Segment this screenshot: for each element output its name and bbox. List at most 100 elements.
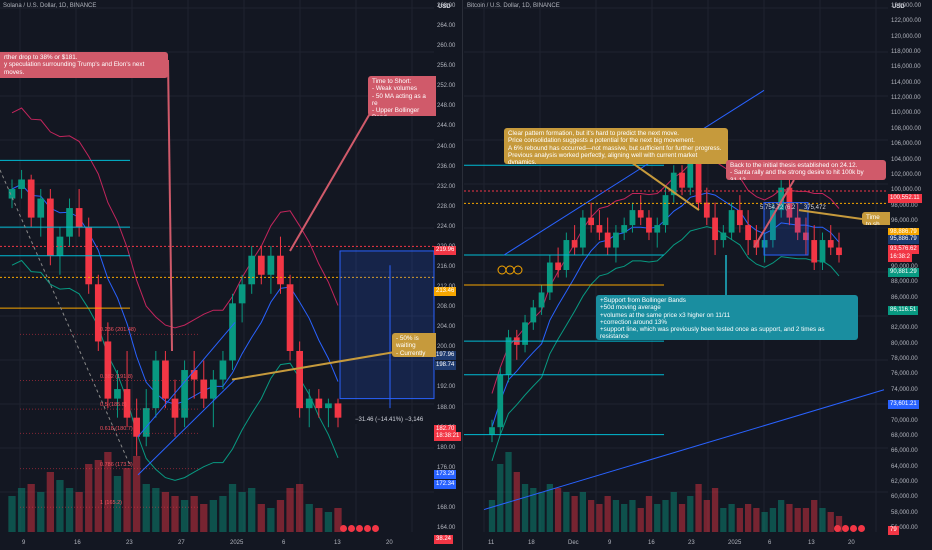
candle-body — [133, 417, 141, 437]
solana-event-icon[interactable] — [348, 525, 355, 532]
price-tick: 256.00 — [437, 63, 456, 70]
candle-body — [579, 217, 586, 248]
price-tick: 70,000.00 — [891, 417, 918, 424]
candle-body — [325, 403, 332, 409]
solana-event-icon[interactable] — [372, 525, 379, 532]
candle-body — [778, 187, 785, 211]
bitcoin-event-icon[interactable] — [858, 525, 865, 532]
note-pointer — [753, 179, 795, 249]
bitcoin-note-pattern[interactable]: Clear pattern formation, but it's hard t… — [504, 128, 728, 164]
fib-label: 0.382 (191.8) — [100, 373, 133, 380]
solana-chart-canvas[interactable] — [0, 0, 463, 550]
candle-body — [654, 225, 661, 233]
volume-bar — [334, 508, 342, 532]
volume-bar — [200, 504, 208, 532]
candle-body — [8, 189, 16, 199]
bitcoin-note-back[interactable]: Back to the initial thesis established o… — [726, 160, 886, 180]
volume-bar — [554, 488, 562, 532]
volume-bar — [190, 496, 198, 532]
bollinger-upper-line — [11, 107, 339, 329]
price-tick: 68,000.00 — [891, 432, 918, 439]
volume-bar — [563, 492, 570, 532]
price-tick: 96,000.00 — [891, 217, 918, 224]
volume-bar — [761, 512, 768, 532]
price-tick: 122,000.00 — [891, 18, 922, 25]
price-tag: 79 — [888, 526, 899, 535]
volume-bar — [521, 484, 529, 532]
price-tick: 80,000.00 — [891, 340, 918, 347]
time-tick: 6 — [282, 540, 286, 546]
support-marker — [497, 265, 507, 275]
volume-bar — [85, 464, 93, 532]
volume-bar — [513, 472, 520, 532]
candle-body — [522, 322, 528, 345]
candle-body — [489, 427, 495, 435]
bitcoin-event-icon[interactable] — [834, 525, 841, 532]
price-tag: 95,886.79 — [888, 235, 919, 244]
candle-body — [745, 225, 752, 241]
price-tick: 176.00 — [437, 464, 456, 471]
price-tick: 58,000.00 — [891, 509, 918, 516]
price-tick: 252.00 — [437, 83, 456, 90]
solana-event-icon[interactable] — [340, 525, 347, 532]
price-tick: 98,000.00 — [891, 202, 918, 209]
trend-line — [137, 379, 236, 476]
price-tag: 198.74 — [434, 361, 457, 370]
bitcoin-event-icon[interactable] — [842, 525, 849, 532]
volume-bar — [811, 500, 818, 532]
candle-body — [286, 284, 294, 351]
price-tick: 120,000.00 — [891, 33, 922, 40]
volume-bar — [621, 504, 628, 532]
volume-bar — [65, 488, 74, 532]
volume-bar — [123, 468, 131, 532]
volume-bar — [546, 484, 553, 532]
candle-body — [142, 408, 150, 437]
price-tag: 219.96 — [434, 246, 457, 255]
volume-bar — [488, 500, 496, 532]
price-tick: 264.00 — [437, 23, 456, 30]
volume-bar — [827, 512, 834, 532]
volume-bar — [778, 500, 785, 532]
price-tick: 86,000.00 — [891, 294, 918, 301]
candle-body — [181, 370, 188, 418]
price-tick: 82,000.00 — [891, 325, 918, 332]
bitcoin-event-icon[interactable] — [850, 525, 857, 532]
trend-line — [503, 89, 765, 256]
candle-body — [66, 208, 73, 237]
solana-note-drop[interactable]: rther drop to 38% or $181. y speculation… — [0, 52, 168, 78]
price-tick: 244.00 — [437, 123, 456, 130]
volume-bar — [588, 500, 595, 532]
volume-bar — [687, 496, 694, 532]
volume-bar — [75, 492, 83, 532]
solana-chart-pane[interactable]: Solana / U.S. Dollar, 1D, BINANCE USD 26… — [0, 0, 463, 550]
price-tick: 260.00 — [437, 43, 456, 50]
time-tick: 13 — [808, 540, 815, 546]
time-tick: 16 — [74, 540, 81, 546]
volume-bar — [802, 508, 810, 532]
solana-event-icon[interactable] — [356, 525, 363, 532]
bitcoin-note-time[interactable]: Time to sh — [862, 212, 890, 225]
candle-body — [819, 240, 826, 263]
bitcoin-note-support[interactable]: +Support from Bollinger Bands +50d movin… — [596, 295, 858, 340]
candle-body — [497, 374, 504, 428]
bitcoin-chart-pane[interactable]: Bitcoin / U.S. Dollar, 1D, BINANCE USD 1… — [464, 0, 932, 550]
bitcoin-chart-canvas[interactable] — [464, 0, 932, 550]
price-tag: 73,601.21 — [888, 400, 919, 409]
solana-note-waiting[interactable]: - 50% is waiting - Currently show - Trad… — [392, 333, 436, 357]
volume-bar — [315, 508, 323, 532]
candle-body — [296, 350, 304, 409]
volume-bar — [571, 496, 578, 532]
price-tag: 197.96 — [434, 351, 457, 360]
short-position-box — [339, 250, 435, 400]
volume-bar — [612, 500, 620, 532]
price-tick: 102,000.00 — [891, 171, 922, 178]
price-tick: 88,000.00 — [891, 279, 918, 286]
price-tick: 66,000.00 — [891, 448, 918, 455]
solana-note-short[interactable]: Time to Short: - Weak volumes - 50 MA ac… — [368, 76, 436, 116]
price-tick: 124,000.00 — [891, 3, 922, 9]
time-tick: 11 — [488, 540, 495, 546]
candle-body — [277, 255, 284, 285]
price-tag: 16:38:2 — [888, 253, 913, 262]
solana-event-icon[interactable] — [364, 525, 371, 532]
candle-body — [596, 225, 603, 233]
